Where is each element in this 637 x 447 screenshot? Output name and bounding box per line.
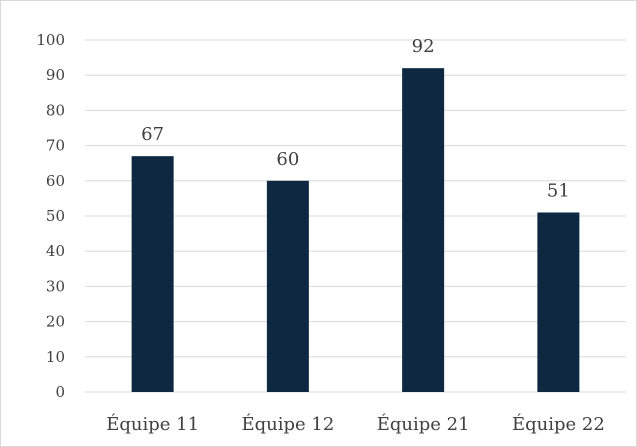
bars	[131, 68, 580, 392]
y-tick-label: 100	[36, 31, 65, 49]
data-label: 51	[547, 180, 570, 201]
data-labels: 67 60 92 51	[141, 36, 570, 201]
gridlines	[85, 39, 626, 393]
y-tick-label: 0	[55, 383, 65, 401]
x-axis-ticks: Équipe 11 Équipe 12 Équipe 21 Équipe 22	[106, 412, 605, 435]
y-tick-label: 40	[46, 242, 65, 260]
y-tick-label: 20	[46, 313, 65, 331]
y-tick-label: 80	[46, 101, 65, 119]
data-label: 67	[141, 124, 164, 145]
y-tick-label: 60	[46, 172, 65, 190]
x-tick-label: Équipe 11	[106, 412, 199, 435]
x-tick-label: Équipe 12	[241, 412, 334, 435]
x-tick-label: Équipe 21	[377, 412, 470, 435]
y-tick-label: 10	[46, 348, 65, 366]
y-tick-label: 50	[46, 207, 65, 225]
y-tick-label: 30	[46, 277, 65, 295]
bar	[131, 156, 174, 392]
data-label: 60	[276, 149, 299, 170]
x-tick-label: Équipe 22	[512, 412, 605, 435]
y-axis-ticks: 0 10 20 30 40 50 60 70 80 90 100	[36, 31, 65, 401]
y-tick-label: 90	[46, 66, 65, 84]
bar	[537, 212, 580, 392]
bar	[266, 180, 309, 392]
bar	[402, 68, 445, 392]
y-tick-label: 70	[46, 137, 65, 155]
data-label: 92	[412, 36, 435, 57]
